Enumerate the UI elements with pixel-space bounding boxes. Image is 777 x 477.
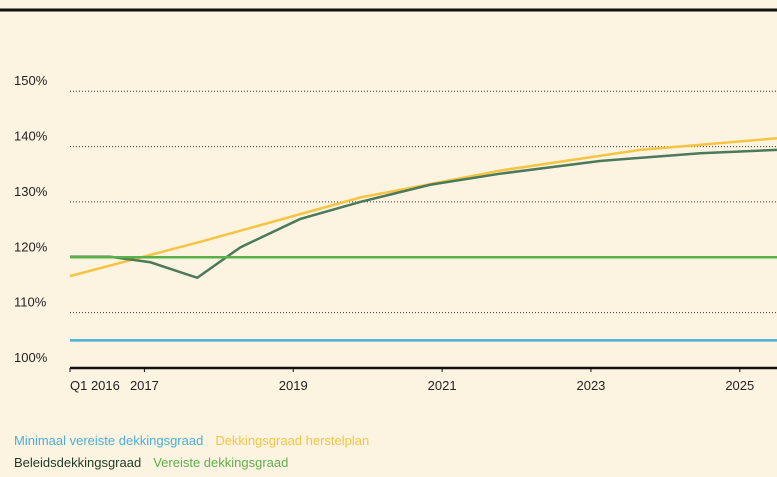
series-line [70,148,777,280]
legend-entry: Minimaal vereiste dekkingsgraad [14,433,204,448]
y-tick-label: 110% [14,295,47,310]
x-tick-label: Q1 2016 [70,378,120,393]
legend: Minimaal vereiste dekkingsgraad Dekkingsg… [14,430,381,474]
legend-row: Beleidsdekkingsgraad Vereiste dekkingsgra… [14,452,381,474]
legend-row: Minimaal vereiste dekkingsgraad Dekkingsg… [14,430,381,452]
y-tick-label: 120% [14,239,48,254]
y-tick-label: 100% [14,350,48,365]
chart: 100% 110% 120% 130% 140% 150% Q1 2016 2017 2019 2… [0,8,777,393]
y-tick-label: 140% [14,129,48,144]
x-tick-label: 2017 [130,378,159,393]
x-tick-label: 2021 [428,378,457,393]
legend-entry: Vereiste dekkingsgraad [153,455,289,470]
y-tick-label: 130% [14,184,48,199]
legend-entry: Beleidsdekkingsgraad [14,455,142,470]
y-tick-label: 150% [14,73,48,88]
x-tick-label: 2023 [576,378,605,393]
series-line [69,137,777,278]
legend-entry: Dekkingsgraad herstelplan [215,433,370,448]
x-tick-label: 2025 [725,378,754,393]
x-tick-label: 2019 [279,378,308,393]
